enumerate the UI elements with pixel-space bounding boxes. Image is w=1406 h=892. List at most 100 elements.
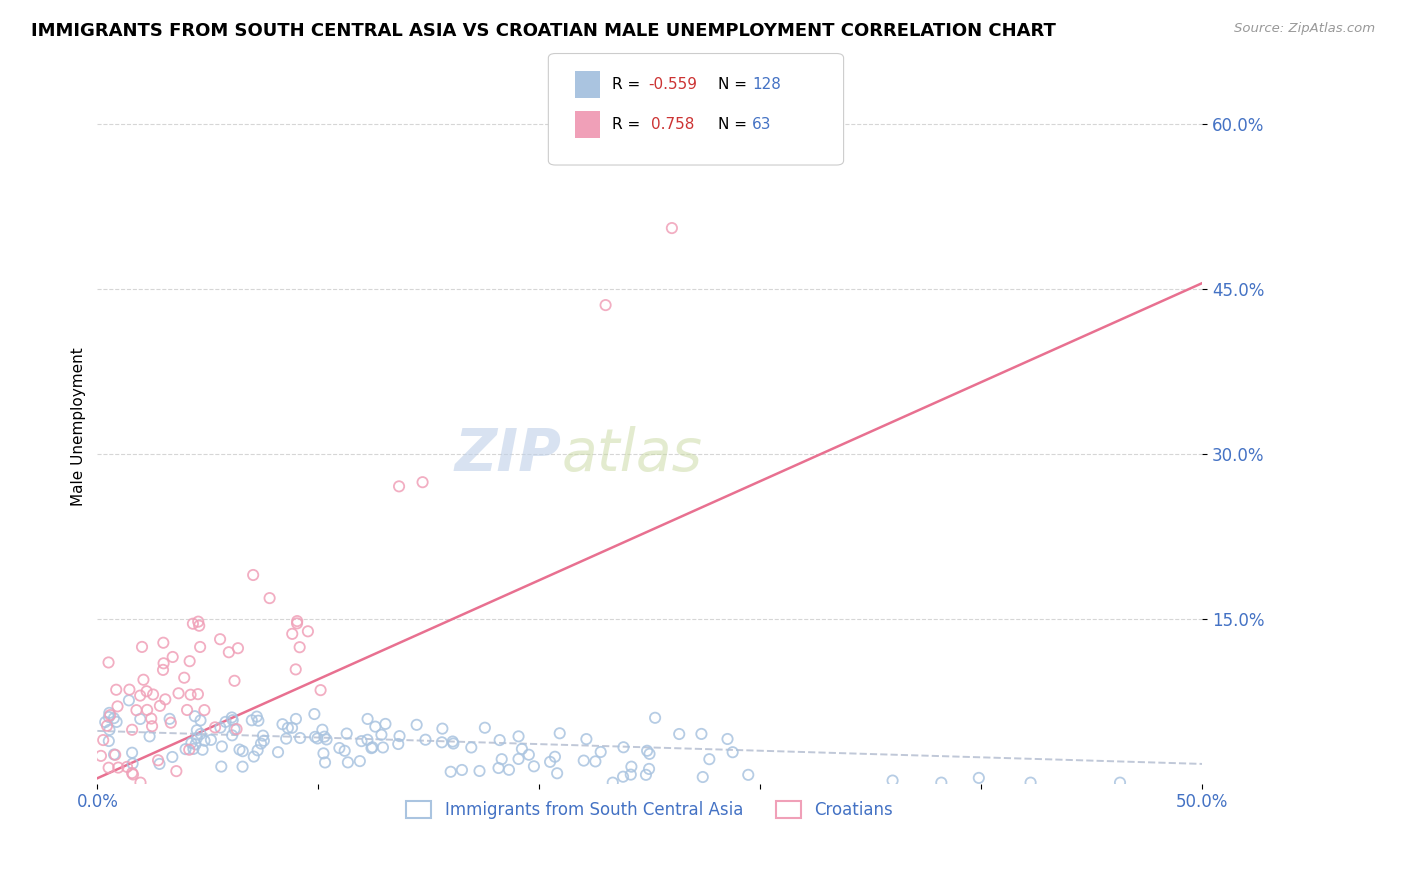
Point: [931, 775, 953, 789]
Point: [721, 745, 744, 759]
Point: [644, 711, 666, 725]
Point: [441, 734, 464, 748]
Point: [517, 747, 540, 762]
Point: [364, 720, 387, 734]
Point: [311, 723, 333, 737]
Point: [155, 692, 177, 706]
Point: [634, 768, 657, 782]
Point: [638, 762, 661, 776]
Point: [135, 684, 157, 698]
Point: [370, 728, 392, 742]
Point: [98, 708, 121, 723]
Point: [190, 727, 212, 741]
Text: 0.758: 0.758: [651, 118, 695, 132]
Point: [107, 699, 129, 714]
Point: [225, 722, 247, 736]
Point: [312, 747, 335, 761]
Point: [105, 714, 128, 729]
Point: [180, 688, 202, 702]
Point: [474, 721, 496, 735]
Text: 63: 63: [752, 118, 772, 132]
Point: [129, 712, 152, 726]
Point: [149, 698, 172, 713]
Point: [356, 732, 378, 747]
Point: [460, 740, 482, 755]
Legend: Immigrants from South Central Asia, Croatians: Immigrants from South Central Asia, Croa…: [399, 794, 900, 825]
Point: [121, 746, 143, 760]
Point: [224, 723, 246, 737]
Point: [252, 729, 274, 743]
Point: [405, 718, 427, 732]
Point: [488, 733, 510, 747]
Point: [186, 731, 208, 745]
Point: [491, 752, 513, 766]
Point: [277, 721, 299, 735]
Point: [105, 682, 128, 697]
Point: [211, 739, 233, 754]
Point: [159, 715, 181, 730]
Point: [281, 721, 304, 735]
Point: [583, 755, 606, 769]
Point: [232, 759, 254, 773]
Point: [544, 749, 567, 764]
Point: [612, 740, 634, 755]
Point: [159, 712, 181, 726]
Point: [468, 764, 491, 778]
Point: [167, 686, 190, 700]
Point: [361, 740, 384, 755]
Point: [595, 298, 617, 312]
Point: [193, 733, 215, 747]
Point: [253, 733, 276, 747]
Point: [91, 733, 114, 747]
Point: [612, 770, 634, 784]
Point: [224, 673, 246, 688]
Text: atlas: atlas: [561, 426, 703, 483]
Point: [138, 730, 160, 744]
Point: [179, 654, 201, 668]
Point: [967, 771, 990, 785]
Point: [240, 713, 263, 727]
Point: [184, 709, 207, 723]
Point: [371, 740, 394, 755]
Point: [104, 747, 127, 762]
Text: ZIP: ZIP: [454, 426, 561, 483]
Point: [589, 745, 612, 759]
Point: [314, 730, 336, 744]
Point: [668, 727, 690, 741]
Point: [188, 618, 211, 632]
Point: [267, 745, 290, 759]
Point: [152, 636, 174, 650]
Point: [209, 759, 232, 773]
Text: R =: R =: [612, 118, 650, 132]
Point: [548, 726, 571, 740]
Point: [121, 766, 143, 780]
Point: [333, 744, 356, 758]
Point: [314, 756, 336, 770]
Point: [508, 730, 530, 744]
Point: [184, 737, 207, 751]
Point: [136, 703, 159, 717]
Point: [125, 703, 148, 717]
Point: [121, 756, 143, 771]
Point: [232, 744, 254, 758]
Point: [388, 729, 411, 743]
Point: [309, 683, 332, 698]
Point: [737, 768, 759, 782]
Point: [304, 730, 326, 744]
Point: [572, 754, 595, 768]
Point: [620, 759, 643, 773]
Point: [190, 714, 212, 728]
Point: [246, 709, 269, 723]
Point: [181, 616, 204, 631]
Point: [152, 657, 174, 671]
Point: [222, 713, 245, 727]
Point: [246, 743, 269, 757]
Point: [620, 767, 643, 781]
Point: [142, 688, 165, 702]
Y-axis label: Male Unemployment: Male Unemployment: [72, 347, 86, 506]
Point: [97, 761, 120, 775]
Point: [97, 656, 120, 670]
Point: [115, 760, 138, 774]
Point: [226, 641, 249, 656]
Text: IMMIGRANTS FROM SOUTH CENTRAL ASIA VS CROATIAN MALE UNEMPLOYMENT CORRELATION CHA: IMMIGRANTS FROM SOUTH CENTRAL ASIA VS CR…: [31, 22, 1056, 40]
